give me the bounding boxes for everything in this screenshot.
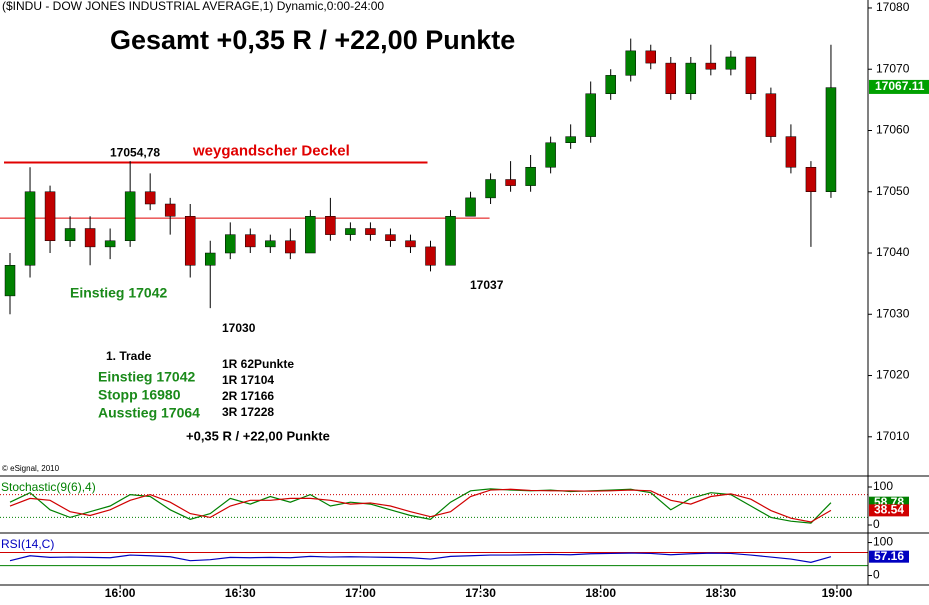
x-tick-label: 16:00 — [105, 586, 136, 600]
candle-body — [485, 179, 496, 199]
candle-body — [525, 166, 536, 186]
candle-body — [44, 191, 56, 242]
candle-body — [64, 228, 76, 242]
indicator-name: Stochastic(9(6),4) — [1, 480, 96, 494]
candle-body — [465, 197, 476, 217]
candle-body — [104, 240, 116, 248]
candle-body — [805, 166, 817, 192]
candle-body — [665, 62, 677, 94]
indicator-tick-label: 0 — [873, 517, 880, 531]
x-tick-label: 17:30 — [465, 586, 496, 600]
watermark: © eSignal, 2010 — [2, 464, 60, 473]
y-tick-label: 17010 — [876, 429, 910, 443]
last-price-label: 17067.11 — [875, 79, 925, 93]
candle-body — [405, 240, 416, 248]
candle-body — [325, 216, 336, 235]
y-tick-label: 17040 — [876, 245, 910, 259]
indicator-value-label: 57.16 — [874, 549, 904, 563]
y-tick-label: 17060 — [876, 123, 910, 137]
y-tick-label: 17080 — [876, 0, 910, 14]
trade-result: +0,35 R / +22,00 Punkte — [186, 428, 330, 443]
candle-body — [305, 216, 316, 254]
x-tick-label: 17:00 — [345, 586, 376, 600]
y-tick-label: 17070 — [876, 61, 910, 75]
candle-body — [345, 228, 356, 235]
chart-title: ($INDU - DOW JONES INDUSTRIAL AVERAGE,1)… — [2, 0, 384, 13]
candle-body — [285, 240, 296, 254]
candle-body — [4, 265, 16, 297]
candle-body — [144, 191, 156, 205]
trade-title: 1. Trade — [106, 349, 152, 363]
y-tick-label: 17030 — [876, 306, 910, 320]
candle-body — [605, 75, 616, 94]
indicator-value-box — [869, 504, 909, 517]
candle-body — [825, 87, 837, 192]
candle-body — [745, 56, 757, 94]
candle-body — [365, 228, 376, 235]
candle-body — [204, 252, 216, 266]
indicator-name: RSI(14,C) — [1, 537, 54, 551]
candle-body — [765, 93, 777, 137]
candle-body — [184, 216, 196, 266]
indicator-line — [9, 488, 832, 524]
indicator-line — [9, 488, 832, 523]
trade-r: 2R 17166 — [222, 389, 274, 403]
x-tick-label: 18:00 — [585, 586, 616, 600]
annotation: Einstieg 17042 — [70, 285, 167, 301]
level-price-label: 17054,78 — [110, 146, 160, 160]
indicator-value-box — [869, 550, 909, 563]
indicator-line — [9, 552, 832, 563]
candle-body — [645, 50, 656, 64]
x-tick-label: 16:30 — [225, 586, 256, 600]
indicator-tick-label: 100 — [873, 479, 893, 493]
trade-r: 1R 62Punkte — [222, 357, 294, 371]
trade-r: 1R 17104 — [222, 373, 274, 387]
candle-body — [445, 216, 456, 266]
candle-body — [164, 203, 176, 217]
candle-body — [565, 136, 576, 143]
candle-body — [425, 246, 436, 266]
last-price-box — [869, 79, 929, 94]
candle-body — [385, 234, 396, 242]
candle-body — [225, 234, 236, 254]
indicator-tick-label: 0 — [873, 568, 880, 582]
x-tick-label: 19:00 — [822, 586, 853, 600]
x-tick-label: 18:30 — [705, 586, 736, 600]
candle-body — [705, 62, 717, 70]
candle-body — [84, 228, 96, 248]
candle-body — [545, 142, 556, 168]
candle-body — [265, 240, 276, 248]
annotation: 17037 — [470, 278, 504, 292]
candle-body — [24, 191, 36, 266]
candle-body — [625, 50, 636, 76]
candle-body — [124, 191, 136, 242]
candle-body — [725, 56, 737, 70]
level-label: weygandscher Deckel — [192, 142, 350, 159]
indicator-tick-label: 100 — [873, 535, 893, 549]
candle-body — [785, 136, 797, 168]
trade-entry: Einstieg 17042 — [98, 369, 195, 385]
headline: Gesamt +0,35 R / +22,00 Punkte — [110, 25, 515, 55]
y-tick-label: 17020 — [876, 368, 910, 382]
annotation: 17030 — [222, 321, 256, 335]
y-tick-label: 17050 — [876, 184, 910, 198]
trade-r: 3R 17228 — [222, 405, 274, 419]
trade-stop: Stopp 16980 — [98, 387, 181, 403]
trade-exit: Ausstieg 17064 — [98, 405, 200, 421]
candle-body — [585, 93, 596, 137]
candle-body — [505, 179, 516, 186]
candle-body — [245, 234, 256, 248]
indicator-value-label: 38.54 — [874, 503, 904, 517]
candle-body — [685, 62, 697, 94]
